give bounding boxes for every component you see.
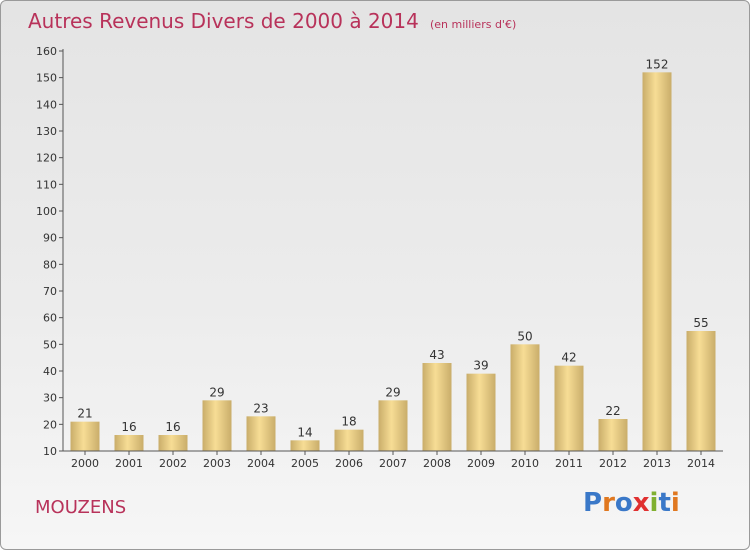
title-row: Autres Revenus Divers de 2000 à 2014 (en…	[28, 9, 516, 33]
y-tick-label: 110	[36, 178, 57, 191]
y-tick-label: 100	[36, 205, 57, 218]
value-label-2005: 14	[297, 425, 312, 439]
logo-letter: r	[602, 488, 615, 518]
x-tick-label-2010: 2010	[511, 457, 539, 470]
logo-letter: o	[614, 488, 633, 518]
y-tick-label: 30	[43, 392, 57, 405]
y-tick-label: 80	[43, 258, 57, 271]
value-label-2012: 22	[605, 404, 620, 418]
y-axis: 10 20 30 40 50 60 70 80 90 100 110 120 130 140 150 160	[36, 45, 64, 458]
y-tick-label: 60	[43, 312, 57, 325]
value-label-2000: 21	[77, 407, 92, 421]
bars: 21 16 16 29 23 14 18 29 43 39 50 42 22 152 55	[70, 57, 716, 451]
bar-2007	[378, 400, 408, 451]
bar-2008	[422, 363, 452, 451]
bar-2005	[290, 440, 320, 451]
value-label-2001: 16	[121, 420, 136, 434]
bar-2001	[114, 435, 144, 451]
bar-2012	[598, 419, 628, 451]
x-tick-label-2000: 2000	[71, 457, 99, 470]
y-tick-label: 120	[36, 152, 57, 165]
value-label-2004: 23	[253, 401, 268, 415]
x-axis: 2000 2001 2002 2003 2004 2005 2006 2007 2008 2009…	[63, 450, 723, 470]
value-label-2003: 29	[209, 385, 224, 399]
x-tick-label-2007: 2007	[379, 457, 407, 470]
logo-letter: x	[632, 488, 650, 518]
x-tick-label-2006: 2006	[335, 457, 363, 470]
value-label-2009: 39	[473, 359, 488, 373]
bar-2009	[466, 373, 496, 451]
bar-2010	[510, 344, 540, 451]
value-label-2007: 29	[385, 385, 400, 399]
x-tick-label-2009: 2009	[467, 457, 495, 470]
y-tick-label: 140	[36, 98, 57, 111]
x-tick-label-2001: 2001	[115, 457, 143, 470]
y-tick-label: 50	[43, 338, 57, 351]
logo-letter: t	[658, 488, 671, 518]
value-label-2002: 16	[165, 420, 180, 434]
value-label-2006: 18	[341, 415, 356, 429]
bar-2002	[158, 435, 188, 451]
logo-letter: i	[670, 488, 680, 518]
x-tick-label-2011: 2011	[555, 457, 583, 470]
x-tick-label-2005: 2005	[291, 457, 319, 470]
bar-2006	[334, 429, 364, 451]
chart-title: Autres Revenus Divers de 2000 à 2014	[28, 9, 419, 33]
value-label-2014: 55	[693, 316, 708, 330]
value-label-2010: 50	[517, 329, 532, 343]
chart-subtitle: (en milliers d'€)	[429, 18, 517, 31]
y-tick-label: 130	[36, 125, 57, 138]
y-tick-label: 90	[43, 232, 57, 245]
x-tick-label-2003: 2003	[203, 457, 231, 470]
proxiti-logo[interactable]: Proxiti	[583, 488, 680, 518]
y-tick-label: 10	[43, 445, 57, 458]
bar-2000	[70, 421, 100, 451]
x-tick-label-2013: 2013	[643, 457, 671, 470]
value-label-2011: 42	[561, 351, 576, 365]
value-label-2008: 43	[429, 348, 444, 362]
bar-2004	[246, 416, 276, 451]
bar-2014	[686, 331, 716, 451]
x-tick-label-2012: 2012	[599, 457, 627, 470]
value-label-2013: 152	[646, 57, 669, 71]
bar-2003	[202, 400, 232, 451]
logo-letter: i	[649, 488, 659, 518]
y-tick-label: 150	[36, 72, 57, 85]
bar-2013	[642, 72, 672, 451]
x-tick-label-2014: 2014	[687, 457, 715, 470]
x-tick-label-2008: 2008	[423, 457, 451, 470]
y-tick-label: 20	[43, 418, 57, 431]
logo-letter: P	[583, 488, 603, 518]
location-name: MOUZENS	[35, 497, 127, 518]
y-tick-label: 40	[43, 365, 57, 378]
x-tick-label-2002: 2002	[159, 457, 187, 470]
bar-2011	[554, 365, 584, 451]
x-tick-label-2004: 2004	[247, 457, 275, 470]
y-tick-label: 70	[43, 285, 57, 298]
y-tick-label: 160	[36, 45, 57, 58]
